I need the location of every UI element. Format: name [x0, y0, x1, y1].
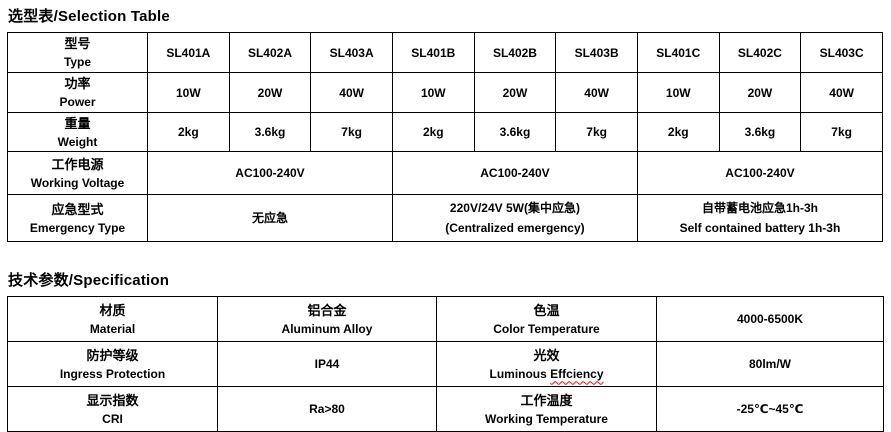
spec-value-cri: Ra>80	[217, 386, 437, 432]
table-row: 功率 Power 10W 20W 40W 10W 20W 40W 10W 20W…	[7, 72, 883, 113]
power-cell: 10W	[636, 72, 720, 113]
model-cell: SL403A	[310, 32, 393, 73]
specification-table-title: 技术参数/Specification	[8, 272, 170, 289]
table-row: 材质 Material 铝合金 Aluminum Alloy 色温 Color …	[7, 296, 884, 342]
emergency-text-en: (Centralized emergency)	[445, 221, 585, 235]
spec-value-en: Aluminum Alloy	[281, 321, 373, 336]
power-cell: 20W	[473, 72, 557, 113]
spec-param-en: Color Temperature	[493, 321, 600, 336]
selection-table: 型号 Type SL401A SL402A SL403A SL401B SL40…	[7, 32, 884, 242]
spec-param-zh: 工作温度	[520, 392, 573, 408]
spec-param-en: Working Temperature	[485, 411, 608, 426]
model-cell: SL401B	[391, 32, 475, 73]
row-header-type-en: Type	[63, 55, 92, 69]
row-header-emergency-type-zh: 应急型式	[51, 201, 104, 217]
model-cell: SL403C	[800, 32, 883, 73]
spec-param-zh: 光效	[533, 347, 560, 363]
weight-cell: 3.6kg	[473, 112, 557, 152]
voltage-cell-group-a: AC100-240V	[147, 151, 393, 195]
power-cell: 20W	[228, 72, 312, 113]
spec-param-working-temperature: 工作温度 Working Temperature	[436, 386, 657, 432]
row-header-power: 功率 Power	[7, 72, 148, 113]
spellcheck-underlined-word: Effciency	[550, 366, 604, 381]
weight-cell: 3.6kg	[228, 112, 312, 152]
emergency-text: 无应急	[251, 211, 288, 225]
voltage-cell-group-c: AC100-240V	[636, 151, 884, 195]
specification-table: 材质 Material 铝合金 Aluminum Alloy 色温 Color …	[7, 296, 884, 432]
spec-param-en-prefix: Luminous	[489, 366, 551, 381]
power-cell: 10W	[391, 72, 475, 113]
weight-cell: 2kg	[147, 112, 230, 152]
selection-table-title: 选型表/Selection Table	[8, 8, 170, 25]
table-row: 重量 Weight 2kg 3.6kg 7kg 2kg 3.6kg 7kg 2k…	[7, 112, 883, 152]
spec-param-ingress-protection: 防护等级 Ingress Protection	[7, 341, 218, 387]
row-header-weight-en: Weight	[57, 134, 98, 149]
spec-value-color-temperature: 4000-6500K	[656, 296, 884, 342]
emergency-text-zh: 220V/24V 5W(集中应急)	[449, 201, 580, 215]
power-cell: 10W	[147, 72, 230, 113]
weight-cell: 2kg	[391, 112, 475, 152]
spec-param-zh: 显示指数	[86, 392, 139, 408]
table-row: 工作电源 Working Voltage AC100-240V AC100-24…	[7, 151, 884, 195]
row-header-type: 型号 Type	[7, 32, 148, 73]
weight-cell: 3.6kg	[718, 112, 802, 152]
row-header-power-en: Power	[59, 95, 96, 109]
power-cell: 20W	[718, 72, 802, 113]
table-row: 型号 Type SL401A SL402A SL403A SL401B SL40…	[7, 32, 883, 73]
row-header-emergency-type-en: Emergency Type	[29, 220, 126, 235]
table-row: 防护等级 Ingress Protection IP44 光效 Luminous…	[7, 341, 884, 387]
row-header-weight-zh: 重量	[64, 115, 91, 131]
spec-param-en: Material	[89, 321, 136, 336]
spec-param-zh: 防护等级	[86, 347, 139, 363]
row-header-weight: 重量 Weight	[7, 112, 148, 152]
spec-param-color-temperature: 色温 Color Temperature	[436, 296, 657, 342]
spec-value-zh: 铝合金	[307, 302, 347, 318]
model-cell: SL402B	[473, 32, 557, 73]
spec-value-luminous-efficiency: 80lm/W	[656, 341, 884, 387]
weight-cell: 2kg	[636, 112, 720, 152]
spec-param-en: CRI	[102, 411, 123, 426]
spec-param-zh: 色温	[533, 302, 560, 318]
spec-param-cri: 显示指数 CRI	[7, 386, 218, 432]
spec-value-material: 铝合金 Aluminum Alloy	[217, 296, 437, 342]
spec-param-luminous-efficiency: 光效 Luminous Effciency	[436, 341, 657, 387]
table-row: 显示指数 CRI Ra>80 工作温度 Working Temperature …	[7, 386, 884, 432]
power-cell: 40W	[310, 72, 393, 113]
spec-value-working-temperature: -25℃~45℃	[656, 386, 884, 432]
model-cell: SL401A	[147, 32, 230, 73]
emergency-cell-group-b: 220V/24V 5W(集中应急) (Centralized emergency…	[391, 194, 638, 242]
emergency-text-en: Self contained battery 1h-3h	[679, 221, 841, 235]
weight-cell: 7kg	[310, 112, 393, 152]
voltage-cell-group-b: AC100-240V	[391, 151, 638, 195]
spec-param-en: Ingress Protection	[59, 366, 166, 381]
row-header-working-voltage-zh: 工作电源	[51, 156, 104, 172]
row-header-working-voltage-en: Working Voltage	[30, 175, 125, 190]
spec-value-ingress-protection: IP44	[217, 341, 437, 387]
power-cell: 40W	[555, 72, 638, 113]
emergency-text-zh: 自带蓄电池应急1h-3h	[701, 201, 818, 215]
row-header-type-zh: 型号	[64, 36, 91, 51]
spec-param-zh: 材质	[99, 302, 126, 318]
weight-cell: 7kg	[555, 112, 638, 152]
model-cell: SL403B	[555, 32, 638, 73]
model-cell: SL401C	[636, 32, 720, 73]
row-header-power-zh: 功率	[64, 76, 91, 91]
row-header-emergency-type: 应急型式 Emergency Type	[7, 194, 148, 242]
table-row: 应急型式 Emergency Type 无应急 220V/24V 5W(集中应急…	[7, 194, 884, 242]
spec-param-material: 材质 Material	[7, 296, 218, 342]
model-cell: SL402A	[228, 32, 312, 73]
row-header-working-voltage: 工作电源 Working Voltage	[7, 151, 148, 195]
weight-cell: 7kg	[800, 112, 883, 152]
spec-param-en: Luminous Effciency	[439, 365, 654, 383]
model-cell: SL402C	[718, 32, 802, 73]
emergency-cell-group-a: 无应急	[147, 194, 393, 242]
power-cell: 40W	[800, 72, 883, 113]
emergency-cell-group-c: 自带蓄电池应急1h-3h Self contained battery 1h-3…	[636, 194, 884, 242]
